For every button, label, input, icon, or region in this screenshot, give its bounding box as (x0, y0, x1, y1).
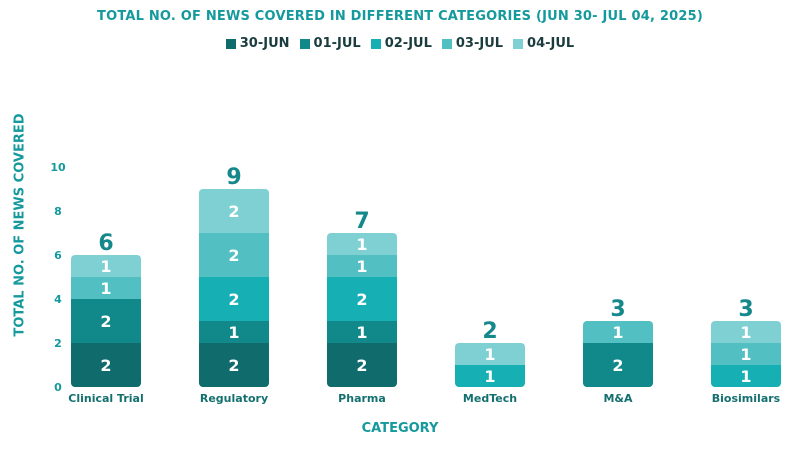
legend-swatch (513, 38, 524, 49)
bar-segment (455, 365, 525, 387)
bar-segment (199, 189, 269, 233)
bar-stack (199, 189, 269, 387)
legend-label: 04-JUL (527, 36, 575, 51)
legend-item: 01-JUL (299, 36, 361, 51)
bar-segment (199, 277, 269, 321)
bar-segment (583, 343, 653, 387)
bar-segment-label: 1 (740, 367, 751, 386)
legend-item: 04-JUL (513, 36, 574, 51)
bar-segment (583, 321, 653, 343)
x-category-label: M&A (603, 392, 633, 405)
x-axis-label: CATEGORY (361, 421, 439, 436)
bar-segment-label: 2 (228, 290, 239, 309)
bar-segment-label: 1 (356, 323, 367, 342)
bar-total-label: 6 (98, 231, 113, 256)
bar-segment-label: 1 (484, 367, 495, 386)
bar-segment-label: 1 (740, 345, 751, 364)
bar-segment-label: 1 (356, 257, 367, 276)
bar-stack (71, 255, 141, 387)
bar-segment-label: 2 (228, 246, 239, 265)
bar-total-label: 3 (610, 297, 625, 322)
bar-segment (71, 255, 141, 277)
bar-segment-label: 1 (740, 323, 751, 342)
bar-segment-label: 1 (612, 323, 623, 342)
legend-label: 03-JUL (455, 36, 504, 51)
bar-segment (327, 343, 397, 387)
bar-segment (71, 343, 141, 387)
bar-stack (583, 321, 653, 387)
bar-segment-label: 2 (356, 290, 367, 309)
legend-item: 02-JUL (370, 36, 432, 51)
legend-swatch (370, 38, 381, 49)
x-category-label: Biosimilars (712, 392, 781, 405)
legend-swatch (441, 38, 452, 49)
bar-segment (199, 343, 269, 387)
bar-segment-label: 2 (100, 356, 111, 375)
bar-segment-label: 2 (228, 202, 239, 221)
bar-total-label: 3 (738, 297, 753, 322)
legend-swatch (299, 38, 310, 49)
bar-segment-label: 1 (228, 323, 239, 342)
bar-segment (199, 321, 269, 343)
x-category-label: Regulatory (200, 392, 268, 405)
bar-segment (327, 321, 397, 343)
bar-segment-label: 1 (356, 235, 367, 254)
bar-segment-label: 2 (356, 356, 367, 375)
bar-segment (711, 321, 781, 343)
legend-item: 30-JUN (225, 36, 290, 51)
legend-label: 30-JUN (239, 36, 290, 51)
y-tick-label: 4 (54, 293, 62, 306)
legend-swatch (225, 38, 236, 49)
legend-item: 03-JUL (441, 36, 504, 51)
bar-segment (327, 255, 397, 277)
bar-total-label: 9 (226, 165, 241, 190)
bar-segment-label: 2 (612, 356, 623, 375)
bar-stack (327, 233, 397, 387)
bar-segment-label: 2 (100, 312, 111, 331)
legend-label: 01-JUL (313, 36, 361, 51)
bar-segment-label: 1 (100, 257, 111, 276)
bar-segment (327, 277, 397, 321)
bar-segment (199, 233, 269, 277)
chart-title: TOTAL NO. OF NEWS COVERED IN DIFFERENT C… (97, 9, 703, 24)
bar-total-label: 7 (354, 209, 369, 234)
y-tick-label: 8 (54, 205, 62, 218)
bar-segment (327, 233, 397, 255)
y-tick-label: 6 (54, 249, 62, 262)
y-tick-label: 2 (54, 337, 62, 350)
y-tick-label: 0 (54, 381, 62, 394)
bar-segment-label: 1 (484, 345, 495, 364)
bar-stack (455, 343, 525, 387)
bar-segment (711, 343, 781, 365)
bar-segment (711, 365, 781, 387)
legend-label: 02-JUL (384, 36, 432, 51)
y-tick-label: 10 (50, 161, 66, 174)
bar-total-label: 2 (482, 319, 497, 344)
bar-stack (711, 321, 781, 387)
x-category-label: Clinical Trial (68, 392, 143, 405)
legend: 30-JUN 01-JUL 02-JUL 03-JUL 04-JUL (0, 36, 800, 51)
bar-segment-label: 2 (228, 356, 239, 375)
x-category-label: MedTech (463, 392, 517, 405)
x-category-label: Pharma (338, 392, 386, 405)
bar-segment (71, 299, 141, 343)
bar-segment-label: 1 (100, 279, 111, 298)
bar-segment (455, 343, 525, 365)
bar-segment (71, 277, 141, 299)
